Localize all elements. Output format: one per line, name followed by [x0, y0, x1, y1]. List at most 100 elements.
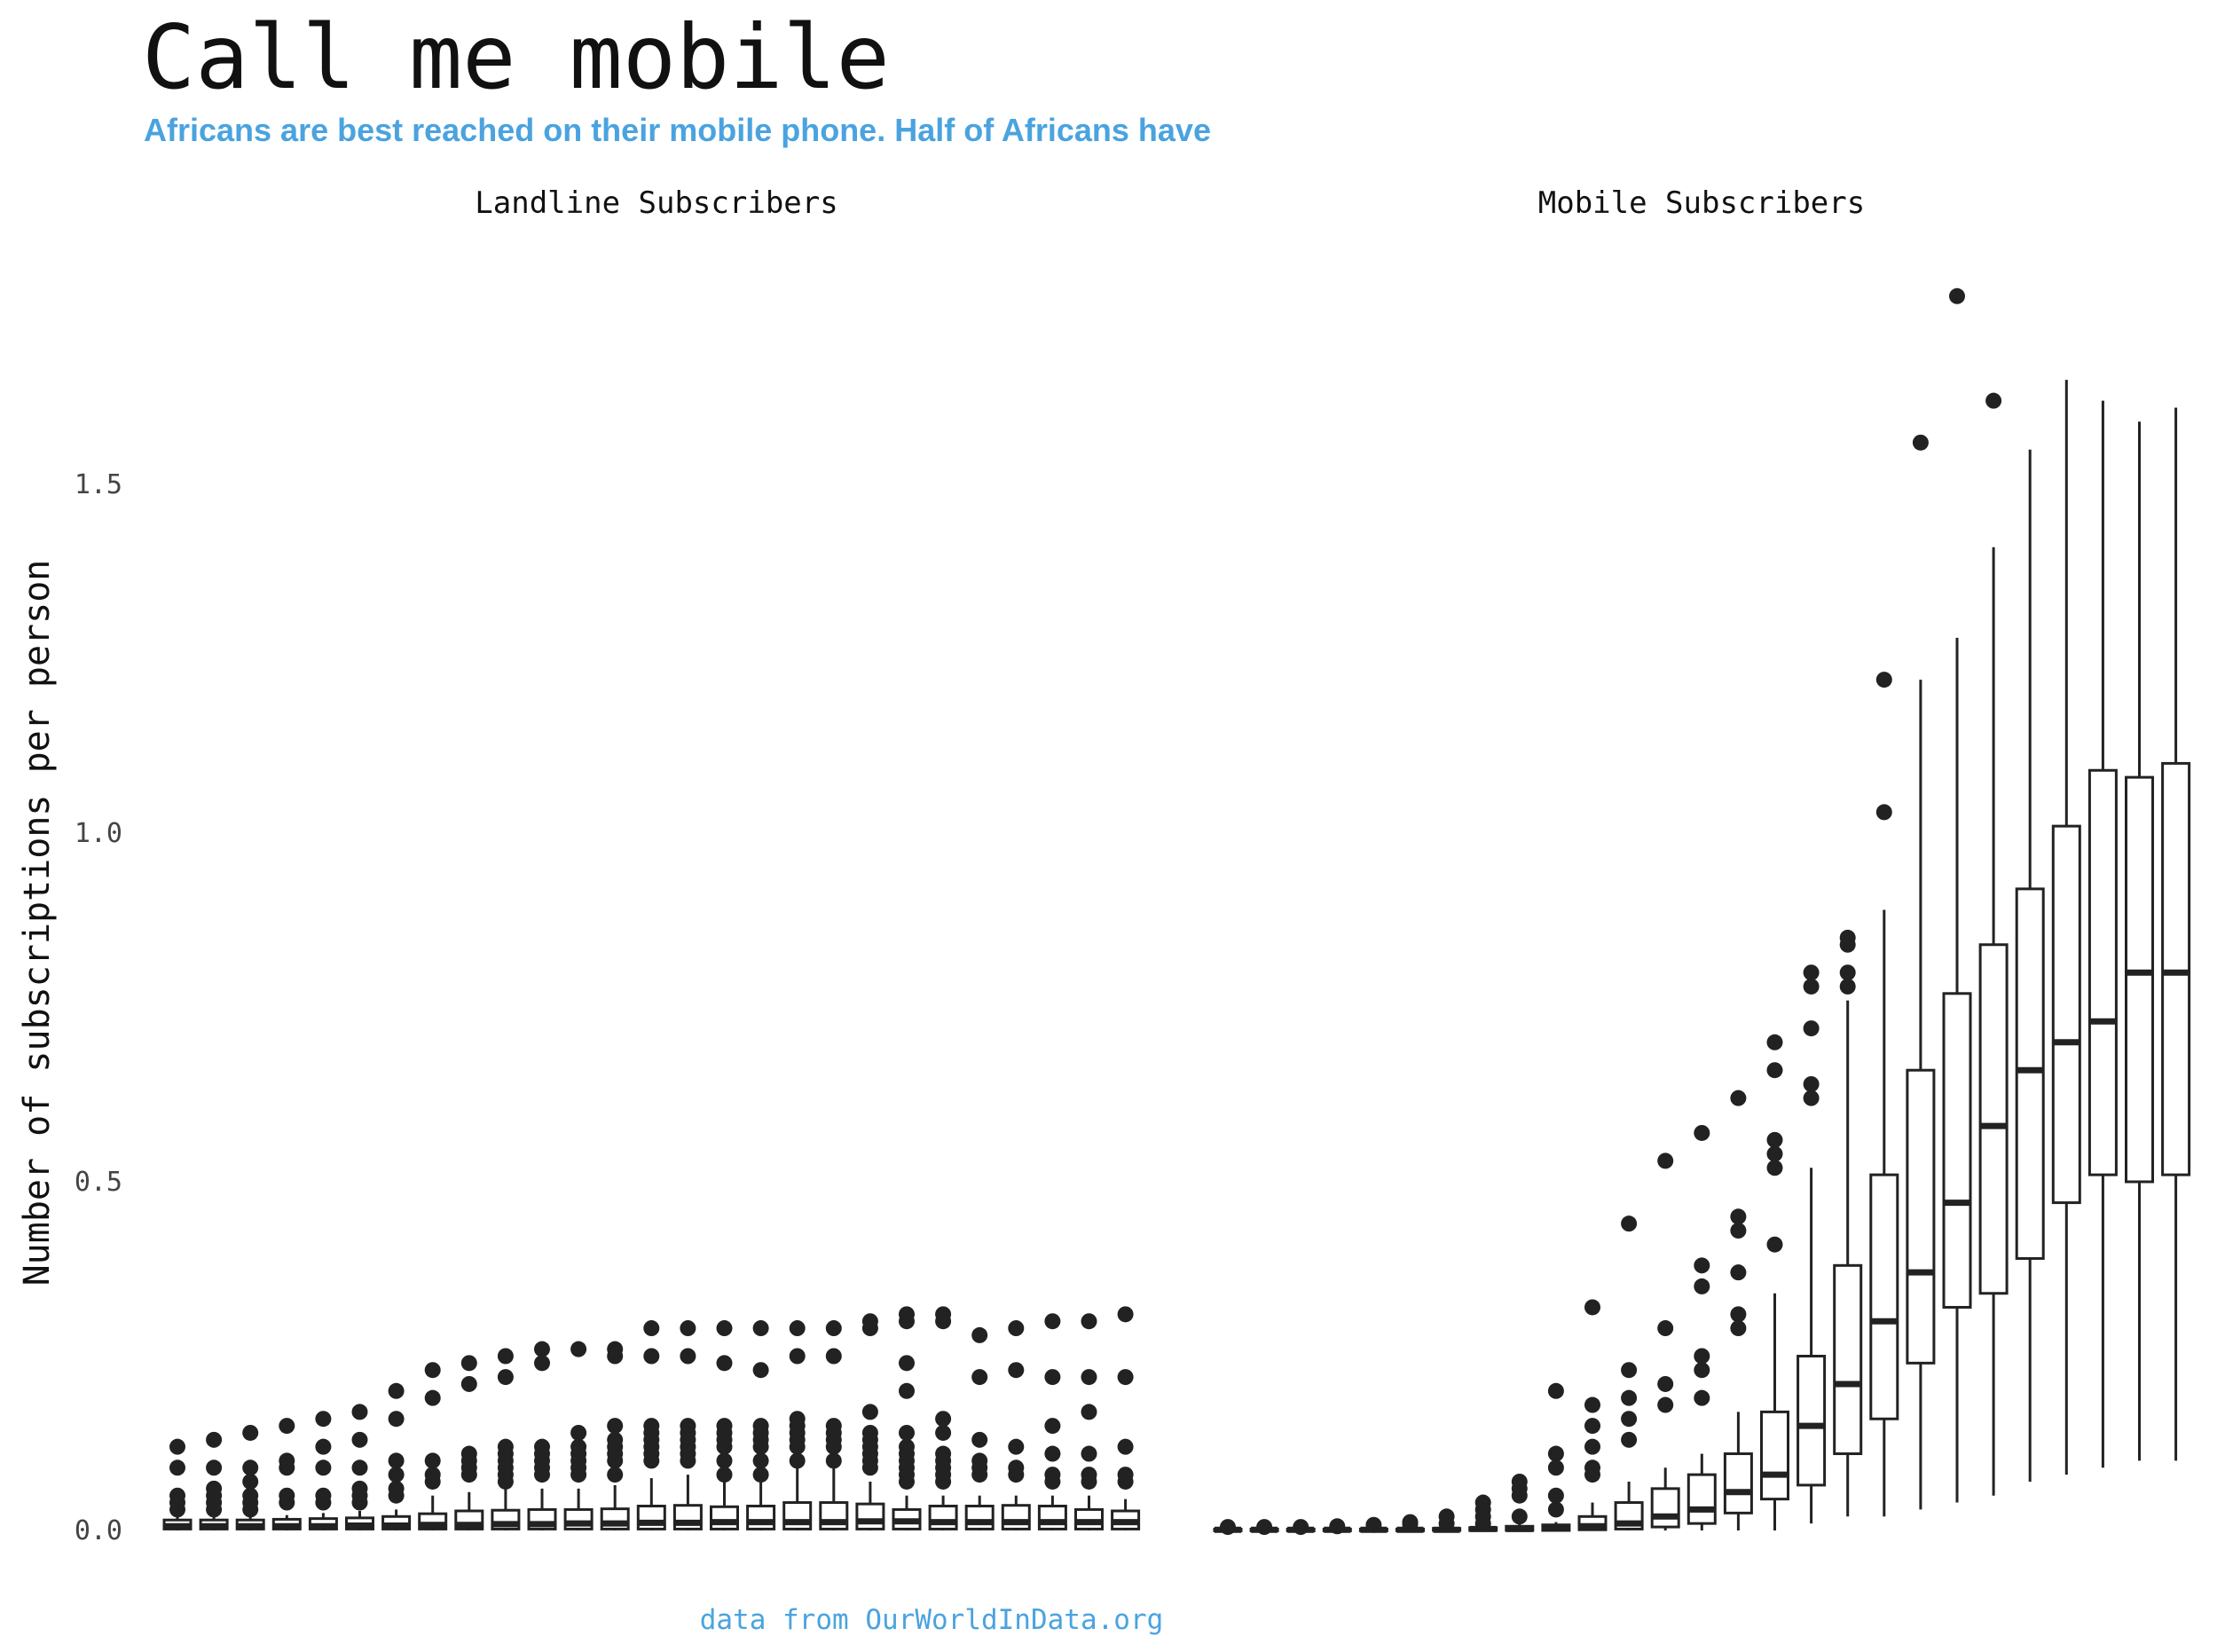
outlier-point	[716, 1320, 733, 1337]
outlier-point	[1044, 1313, 1061, 1330]
outlier-point	[279, 1487, 295, 1504]
box-plot	[563, 1341, 594, 1530]
box-plot	[1505, 1473, 1535, 1532]
outlier-point	[570, 1424, 587, 1441]
outlier-point	[1008, 1438, 1025, 1455]
box-plot	[381, 1382, 412, 1530]
outlier-point	[1547, 1501, 1564, 1518]
iqr-box	[964, 1504, 995, 1530]
outlier-point	[716, 1467, 733, 1483]
outlier-point	[1547, 1382, 1564, 1399]
outlier-point	[1766, 1062, 1783, 1079]
iqr-box	[746, 1504, 776, 1530]
outlier-point	[1766, 1131, 1783, 1148]
outlier-point	[1730, 1208, 1747, 1225]
outlier-point	[315, 1411, 332, 1428]
box-plot	[1614, 1215, 1644, 1530]
iqr-box	[2125, 775, 2154, 1184]
outlier-point	[1657, 1396, 1674, 1413]
outlier-point	[424, 1467, 441, 1483]
outlier-point	[716, 1452, 733, 1469]
outlier-point	[1730, 1090, 1747, 1106]
outlier-point	[680, 1320, 696, 1337]
box-plot	[162, 1438, 193, 1530]
outlier-point	[1044, 1369, 1061, 1386]
outlier-point	[1621, 1215, 1638, 1232]
iqr-box	[928, 1504, 958, 1530]
outlier-point	[643, 1418, 660, 1435]
outlier-point	[1584, 1299, 1600, 1316]
outlier-point	[1803, 978, 1820, 995]
outlier-point	[1584, 1459, 1600, 1476]
box-plot	[636, 1320, 666, 1530]
outlier-point	[1044, 1445, 1061, 1462]
iqr-box	[1037, 1504, 1067, 1530]
outlier-point	[1117, 1306, 1134, 1323]
box-plot	[1213, 1519, 1243, 1536]
outlier-point	[534, 1355, 550, 1372]
outlier-point	[1657, 1375, 1674, 1392]
outlier-point	[570, 1438, 587, 1455]
outlier-point	[1694, 1348, 1710, 1365]
iqr-box	[710, 1505, 739, 1530]
box-plot	[1285, 1519, 1316, 1536]
outlier-point	[1766, 1145, 1783, 1162]
box-plot	[491, 1348, 521, 1530]
outlier-point	[752, 1452, 769, 1469]
outlier-point	[388, 1411, 405, 1428]
outlier-point	[315, 1459, 332, 1476]
outlier-point	[789, 1348, 806, 1365]
outlier-point	[424, 1362, 441, 1379]
box-plot	[235, 1424, 265, 1530]
iqr-box	[1833, 1263, 1863, 1456]
outlier-point	[279, 1418, 295, 1435]
box-plot	[1942, 287, 1972, 1503]
iqr-box	[1723, 1452, 1753, 1514]
outlier-point	[752, 1467, 769, 1483]
box-plot	[454, 1355, 484, 1530]
outlier-point	[351, 1459, 368, 1476]
outlier-point	[1402, 1514, 1419, 1530]
outlier-point	[169, 1487, 185, 1504]
outlier-point	[206, 1480, 223, 1497]
outlier-point	[1694, 1278, 1710, 1294]
outlier-point	[242, 1473, 259, 1490]
outlier-point	[1081, 1445, 1097, 1462]
outlier-point	[1044, 1418, 1061, 1435]
outlier-point	[1839, 929, 1856, 946]
outlier-point	[680, 1418, 696, 1435]
outlier-point	[1694, 1124, 1710, 1141]
panel-landline	[162, 1306, 1141, 1530]
outlier-point	[206, 1459, 223, 1476]
outlier-point	[1730, 1306, 1747, 1323]
outlier-point	[825, 1348, 842, 1365]
panel-title-landline: Landline Subscribers	[475, 185, 837, 221]
outlier-point	[497, 1348, 514, 1365]
outlier-point	[242, 1424, 259, 1441]
box-plot	[308, 1411, 338, 1530]
outlier-point	[861, 1424, 878, 1441]
outlier-point	[899, 1355, 915, 1372]
box-plot	[2087, 400, 2118, 1468]
outlier-point	[1875, 672, 1892, 688]
outlier-point	[388, 1480, 405, 1497]
outlier-point	[861, 1404, 878, 1420]
outlier-point	[1766, 1160, 1783, 1176]
outlier-point	[534, 1341, 550, 1357]
outlier-point	[1044, 1467, 1061, 1483]
box-plot	[1322, 1518, 1352, 1535]
box-plot	[1833, 929, 1863, 1517]
outlier-point	[497, 1438, 514, 1455]
outlier-point	[935, 1445, 952, 1462]
box-plot	[1001, 1320, 1031, 1530]
outlier-point	[1008, 1362, 1025, 1379]
outlier-point	[1730, 1320, 1747, 1337]
iqr-box	[1001, 1504, 1031, 1530]
outlier-point	[1511, 1473, 1528, 1490]
outlier-point	[315, 1438, 332, 1455]
box-plot	[345, 1404, 374, 1530]
outlier-point	[935, 1306, 952, 1323]
box-plot	[819, 1320, 849, 1530]
box-plot	[1396, 1514, 1425, 1533]
